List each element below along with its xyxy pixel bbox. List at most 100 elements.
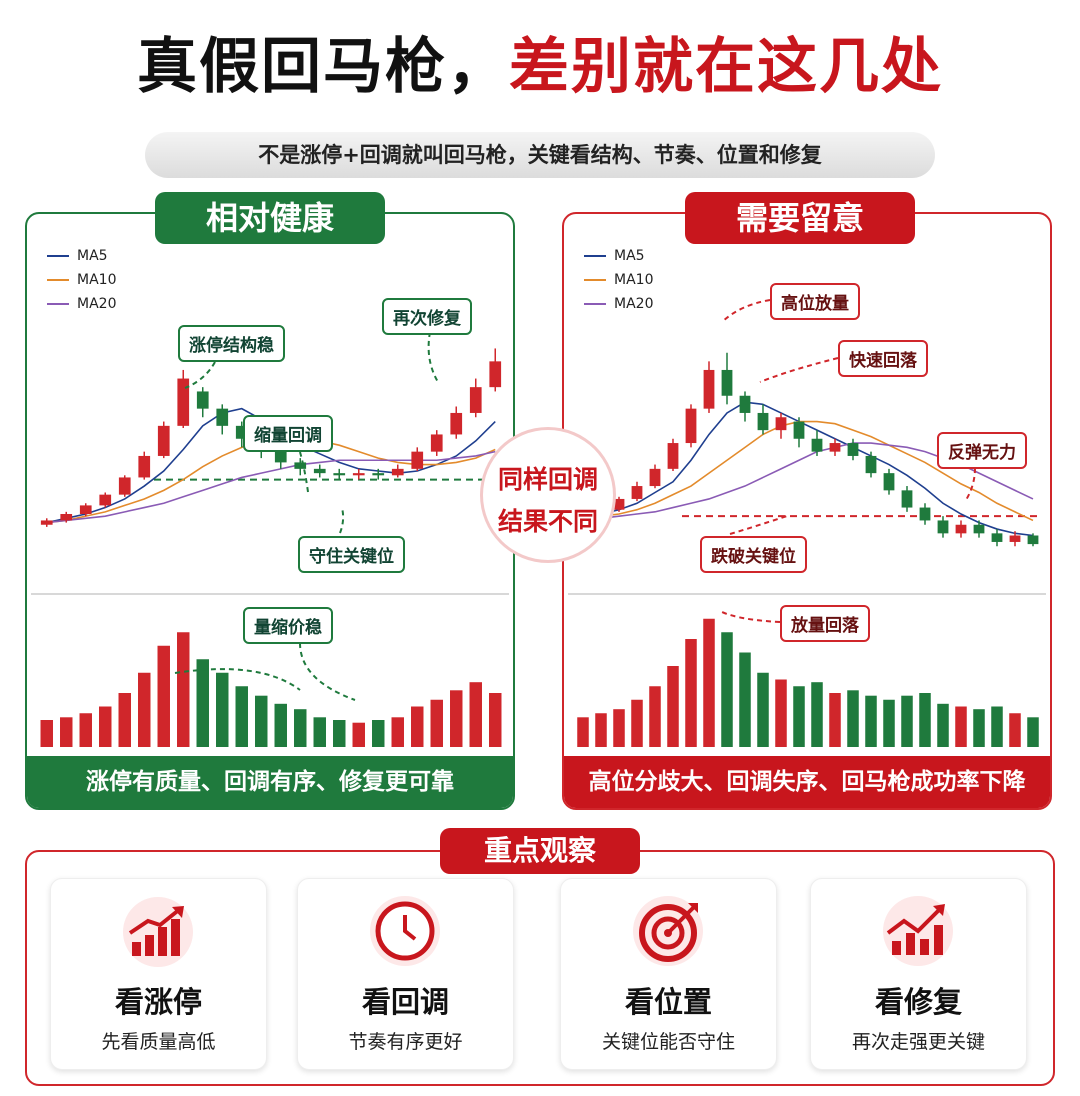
legend-label: MA5 (77, 248, 108, 264)
volume-bar (177, 632, 190, 747)
candle-body (79, 505, 92, 514)
icon (123, 897, 193, 967)
volume-bar (79, 713, 92, 747)
candle-body (865, 455, 877, 474)
volume-bar (313, 717, 326, 747)
volume-bar (196, 659, 209, 747)
volume-bar (847, 690, 859, 747)
left-chart: MA5 MA10 MA20 (31, 248, 509, 747)
volume-bar (811, 682, 823, 747)
volume-bar (829, 693, 841, 747)
candle-body (274, 451, 287, 463)
volume-bar (739, 652, 751, 747)
volume-bar (60, 717, 73, 747)
candle-body (391, 468, 404, 476)
volume-bar (352, 722, 365, 747)
candle-body (919, 507, 931, 521)
volume-bar (721, 632, 733, 747)
candle-body (721, 369, 733, 396)
candle-body (294, 462, 307, 469)
volume-bar (631, 699, 643, 747)
icon (370, 896, 440, 966)
icon (633, 896, 703, 966)
candle-body (469, 387, 482, 413)
candle-body (811, 438, 823, 452)
candle-body (1009, 535, 1021, 542)
volume-bar (1027, 717, 1039, 747)
candle-body (450, 412, 463, 435)
volume-bar (955, 706, 967, 747)
title: 真假回马枪，差别就在这几处 (0, 18, 1080, 105)
card: 看修复 再次走强更关键 (810, 878, 1027, 1070)
legend-label: MA5 (614, 248, 645, 264)
volume-bar (450, 690, 463, 747)
candle-body (901, 490, 913, 508)
volume-bar (430, 699, 443, 747)
volume-bar (775, 679, 787, 747)
volume-bar (703, 618, 715, 747)
right-chart: MA5 MA10 MA20 (568, 248, 1046, 747)
volume-bar (294, 709, 307, 747)
annotation: 量缩价稳 (243, 607, 333, 644)
candle-body (216, 408, 229, 426)
card-desc: 节奏有序更好 (348, 1031, 463, 1053)
candle-body (1027, 535, 1039, 545)
volume-bar (391, 717, 404, 747)
candle-body (667, 443, 679, 469)
volume-bar (577, 717, 589, 747)
candle-body (157, 425, 170, 456)
candle-body (793, 421, 805, 439)
card: 看涨停 先看质量高低 (50, 878, 267, 1070)
title-main: 真假回马枪， (137, 32, 509, 102)
annotation: 涨停结构稳 (178, 325, 285, 362)
candle-body (430, 434, 443, 452)
annotation: 快速回落 (838, 340, 928, 377)
annotation: 守住关键位 (298, 536, 405, 573)
volume-bar (216, 672, 229, 747)
ma-line (582, 420, 1034, 522)
candle-body (40, 520, 53, 525)
right-footer: 高位分歧大、回调失序、回马枪成功率下降 (564, 756, 1050, 808)
volume-bar (865, 695, 877, 747)
candle-body (613, 498, 625, 510)
candle-body (955, 524, 967, 534)
card-title: 看涨停 (114, 985, 202, 1019)
candle-body (973, 524, 985, 534)
candle-body (685, 408, 697, 444)
arrows (174, 299, 976, 701)
volume-bar (372, 720, 385, 747)
candle-body (883, 473, 895, 491)
candle-body (235, 425, 248, 439)
center-badge: 同样回调 结果不同 (483, 430, 613, 560)
candle-body (739, 395, 751, 413)
icon (883, 896, 953, 966)
volume-bar (118, 693, 131, 747)
volume-bar (937, 703, 949, 747)
card-title: 看回调 (361, 985, 449, 1019)
candle-body (177, 378, 190, 426)
volume-bar (919, 693, 931, 747)
volume-bar (667, 666, 679, 747)
volume-bar (1009, 713, 1021, 747)
volume-bar (973, 709, 985, 747)
volume-bar (649, 686, 661, 747)
volume-bar (901, 695, 913, 747)
candle-body (118, 477, 131, 495)
candle-body (333, 473, 346, 476)
candle-body (60, 514, 73, 521)
title-accent: 差别就在这几处 (509, 32, 943, 102)
annotation: 再次修复 (382, 298, 472, 335)
volume-bar (411, 706, 424, 747)
volume-bar (489, 693, 502, 747)
volume-bar (793, 686, 805, 747)
annotation: 反弹无力 (937, 432, 1027, 469)
volume-bar (274, 703, 287, 747)
candle-body (99, 494, 112, 506)
volume-bar (757, 672, 769, 747)
legend-label: MA20 (77, 296, 116, 312)
volume-bar (255, 695, 268, 747)
annotation: 放量回落 (780, 605, 870, 642)
candle-body (372, 473, 385, 476)
volume-bar (595, 713, 607, 747)
